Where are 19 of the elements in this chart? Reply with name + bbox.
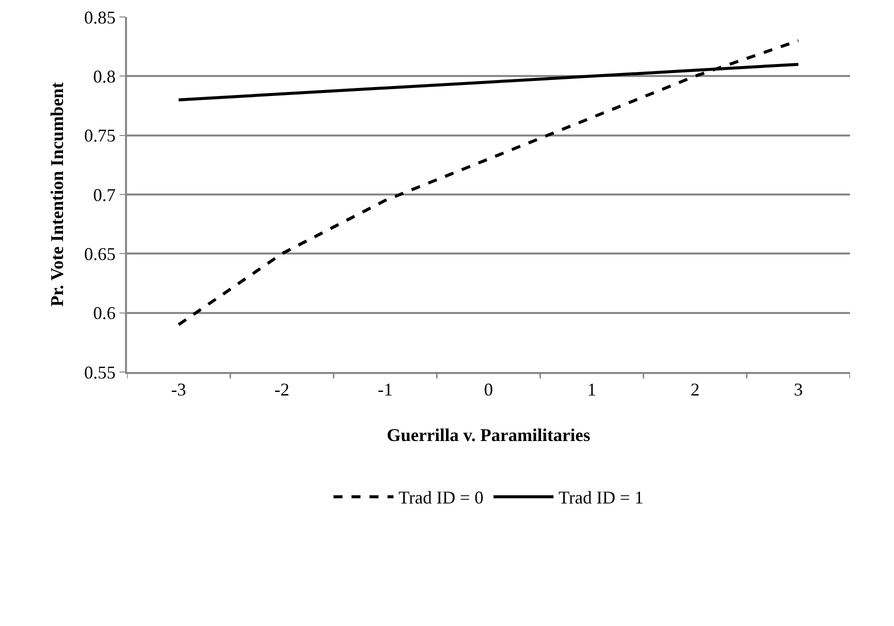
line-series [177,39,800,326]
legend-label: Trad ID = 1 [558,488,644,508]
x-tick-label: 2 [690,379,700,400]
x-tick-label: -3 [171,379,186,400]
x-tick-label: 1 [587,379,596,400]
x-tick-label: 3 [794,379,803,400]
y-tick-label: 0.65 [84,244,116,264]
x-tick-label: 0 [484,379,493,400]
x-tick-label: -2 [274,379,290,400]
y-tick-label: 0.8 [93,66,116,86]
legend-label: Trad ID = 0 [398,488,484,508]
y-tick-label: 0.85 [84,7,116,28]
y-tick-label: 0.7 [93,184,116,205]
y-tick-label: 0.75 [84,126,116,146]
y-tick-label: 0.55 [84,362,116,382]
x-tick-label: -1 [378,379,393,400]
x-axis-title: Guerrilla v. Paramilitaries [386,424,590,445]
y-axis-title: Pr. Vote Intention Incumbent [46,82,67,307]
y-tick-label: 0.6 [93,303,116,324]
